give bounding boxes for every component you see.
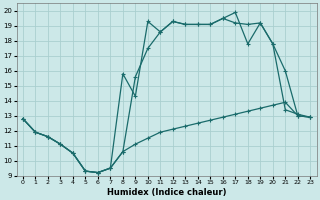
X-axis label: Humidex (Indice chaleur): Humidex (Indice chaleur)	[107, 188, 226, 197]
